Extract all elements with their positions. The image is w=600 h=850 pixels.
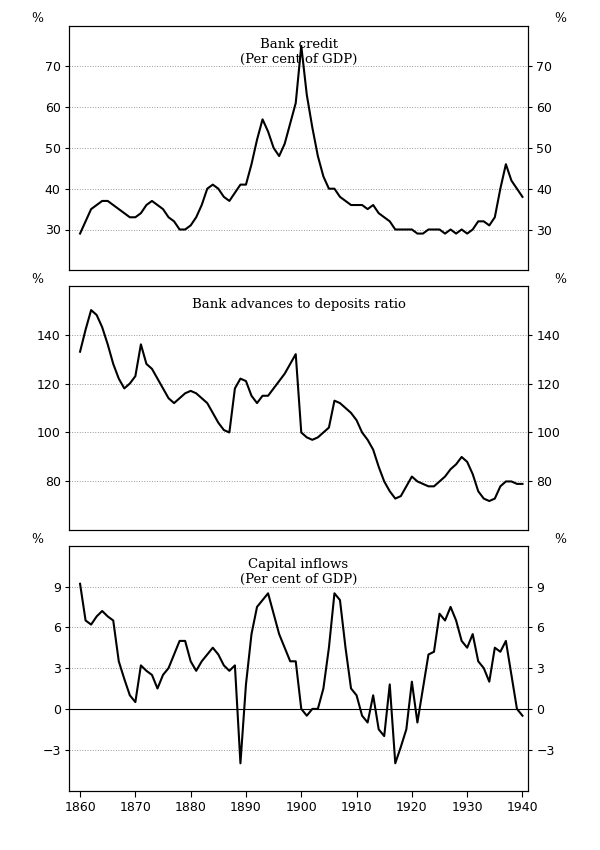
Text: %: %	[31, 273, 43, 286]
Text: %: %	[31, 533, 43, 546]
Text: %: %	[554, 533, 566, 546]
Text: Capital inflows
(Per cent of GDP): Capital inflows (Per cent of GDP)	[240, 558, 357, 586]
Text: %: %	[554, 13, 566, 26]
Text: Bank advances to deposits ratio: Bank advances to deposits ratio	[191, 298, 406, 311]
Text: %: %	[31, 13, 43, 26]
Text: Bank credit
(Per cent of GDP): Bank credit (Per cent of GDP)	[240, 37, 357, 65]
Text: %: %	[554, 273, 566, 286]
